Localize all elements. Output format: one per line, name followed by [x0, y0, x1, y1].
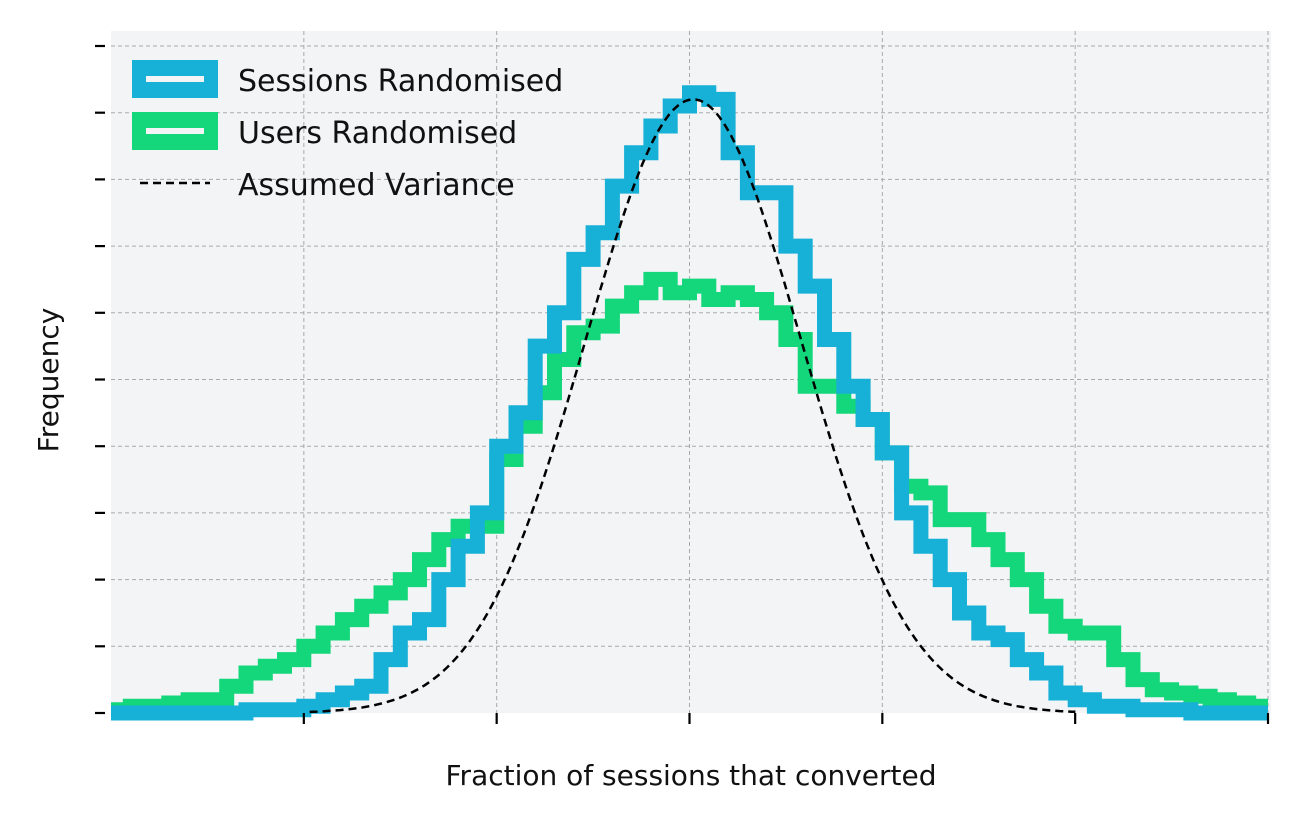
legend-label-sessions: Sessions Randomised: [238, 64, 563, 99]
assumed-variance-curve: [309, 98, 1076, 714]
step-users-randomised: [111, 271, 1268, 718]
legend: Sessions Randomised Users Randomised Ass…: [132, 60, 563, 203]
step-sessions-randomised: [111, 85, 1268, 721]
axis-ticks: [95, 44, 1270, 724]
legend-label-assumed-variance: Assumed Variance: [238, 168, 515, 203]
x-axis-label: Fraction of sessions that converted: [445, 759, 936, 792]
series-steps: [111, 85, 1268, 721]
y-axis-label: Frequency: [32, 308, 65, 453]
legend-label-users: Users Randomised: [238, 116, 517, 151]
